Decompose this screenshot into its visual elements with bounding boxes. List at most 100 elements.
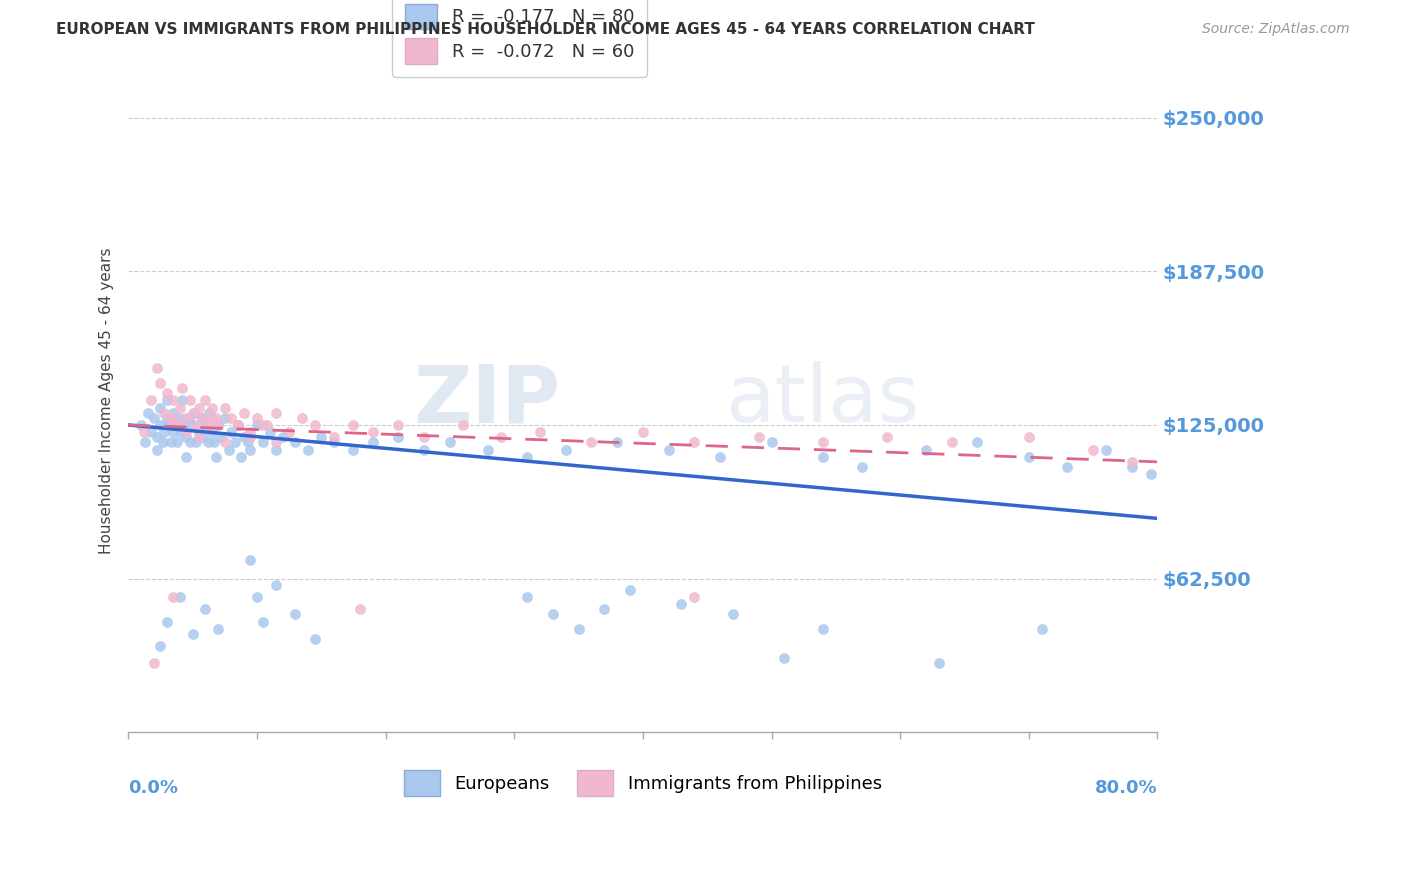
- Point: [284, 435, 307, 450]
- Point: [342, 417, 364, 432]
- Point: [748, 430, 770, 444]
- Point: [342, 442, 364, 457]
- Point: [231, 450, 253, 464]
- Point: [291, 410, 314, 425]
- Point: [188, 425, 211, 440]
- Point: [152, 435, 174, 450]
- Point: [174, 410, 197, 425]
- Point: [239, 425, 262, 440]
- Point: [567, 622, 589, 636]
- Point: [184, 406, 207, 420]
- Point: [181, 627, 204, 641]
- Point: [541, 607, 564, 622]
- Point: [169, 425, 191, 440]
- Point: [179, 435, 201, 450]
- Point: [252, 417, 274, 432]
- Point: [683, 590, 706, 604]
- Point: [252, 435, 274, 450]
- Point: [149, 639, 172, 653]
- Point: [246, 410, 269, 425]
- Point: [153, 425, 176, 440]
- Point: [851, 459, 873, 474]
- Point: [529, 425, 551, 440]
- Text: ZIP: ZIP: [413, 361, 561, 440]
- Point: [709, 450, 731, 464]
- Point: [156, 410, 179, 425]
- Point: [145, 442, 167, 457]
- Point: [761, 435, 783, 450]
- Point: [204, 450, 226, 464]
- Point: [132, 425, 155, 440]
- Point: [179, 393, 201, 408]
- Point: [1056, 459, 1078, 474]
- Point: [172, 381, 194, 395]
- Point: [361, 435, 384, 450]
- Point: [1081, 442, 1104, 457]
- Point: [191, 410, 214, 425]
- Text: Source: ZipAtlas.com: Source: ZipAtlas.com: [1202, 22, 1350, 37]
- Point: [141, 425, 163, 440]
- Point: [224, 435, 246, 450]
- Point: [218, 442, 240, 457]
- Point: [177, 410, 200, 425]
- Point: [172, 393, 194, 408]
- Point: [451, 417, 474, 432]
- Point: [284, 607, 307, 622]
- Point: [349, 602, 371, 616]
- Point: [439, 435, 461, 450]
- Y-axis label: Householder Income Ages 45 - 64 years: Householder Income Ages 45 - 64 years: [100, 247, 114, 554]
- Point: [1031, 622, 1053, 636]
- Point: [209, 430, 232, 444]
- Point: [194, 602, 217, 616]
- Point: [811, 435, 834, 450]
- Point: [264, 406, 287, 420]
- Point: [174, 425, 197, 440]
- Point: [136, 406, 159, 420]
- Point: [174, 430, 197, 444]
- Point: [162, 590, 184, 604]
- Point: [169, 590, 191, 604]
- Point: [581, 435, 603, 450]
- Point: [145, 430, 167, 444]
- Text: EUROPEAN VS IMMIGRANTS FROM PHILIPPINES HOUSEHOLDER INCOME AGES 45 - 64 YEARS CO: EUROPEAN VS IMMIGRANTS FROM PHILIPPINES …: [56, 22, 1035, 37]
- Point: [811, 622, 834, 636]
- Point: [194, 417, 217, 432]
- Point: [323, 435, 346, 450]
- Point: [671, 598, 693, 612]
- Point: [145, 361, 167, 376]
- Point: [219, 425, 242, 440]
- Point: [181, 406, 204, 420]
- Point: [252, 615, 274, 629]
- Point: [915, 442, 938, 457]
- Point: [162, 406, 184, 420]
- Text: 80.0%: 80.0%: [1095, 779, 1157, 797]
- Point: [186, 417, 208, 432]
- Point: [162, 410, 184, 425]
- Point: [239, 430, 262, 444]
- Point: [271, 430, 294, 444]
- Point: [1095, 442, 1118, 457]
- Point: [264, 435, 287, 450]
- Point: [153, 406, 176, 420]
- Point: [264, 578, 287, 592]
- Point: [413, 430, 436, 444]
- Point: [188, 401, 211, 415]
- Point: [169, 401, 191, 415]
- Point: [1121, 455, 1143, 469]
- Point: [413, 442, 436, 457]
- Point: [156, 386, 179, 401]
- Point: [156, 393, 179, 408]
- Point: [246, 590, 269, 604]
- Point: [226, 417, 249, 432]
- Point: [278, 425, 301, 440]
- Point: [683, 435, 706, 450]
- Point: [207, 417, 229, 432]
- Point: [173, 417, 195, 432]
- Point: [157, 417, 180, 432]
- Point: [191, 430, 214, 444]
- Point: [207, 417, 229, 432]
- Point: [143, 657, 166, 671]
- Point: [246, 417, 269, 432]
- Point: [162, 425, 184, 440]
- Point: [297, 442, 319, 457]
